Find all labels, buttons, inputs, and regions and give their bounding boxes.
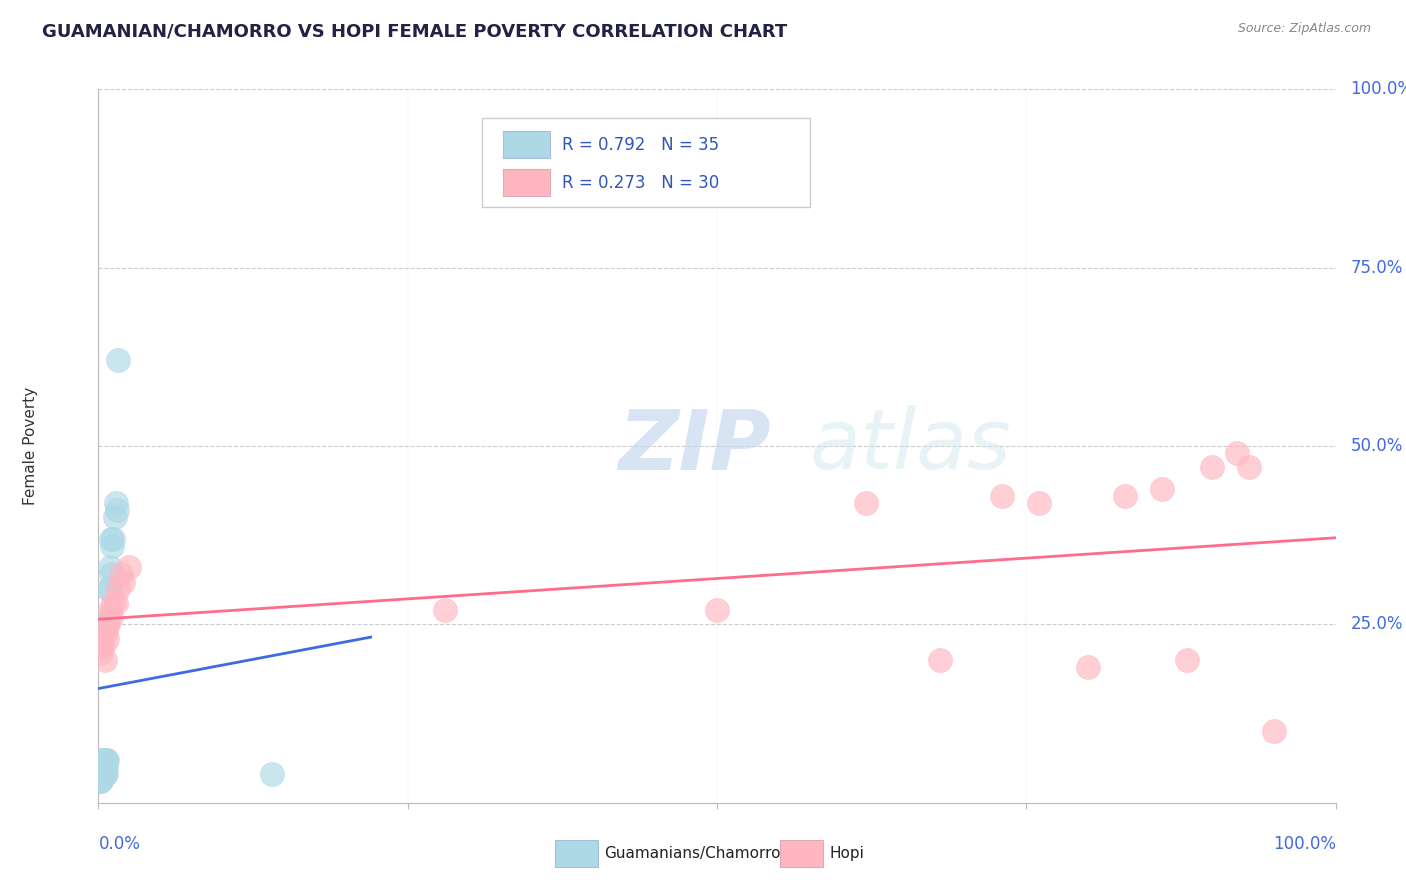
Point [118, 560, 141, 574]
Point [91, 753, 114, 767]
Point [1077, 660, 1099, 674]
Point [1263, 724, 1285, 739]
Point [1114, 489, 1136, 503]
Point [90, 646, 112, 660]
Point [93, 760, 115, 774]
Text: atlas: atlas [810, 406, 1011, 486]
Text: 100.0%: 100.0% [1351, 80, 1406, 98]
Text: Source: ZipAtlas.com: Source: ZipAtlas.com [1237, 22, 1371, 36]
Bar [503, 169, 550, 196]
Text: Hopi: Hopi [830, 847, 865, 861]
Point [91, 767, 114, 781]
Point [101, 539, 124, 553]
Point [100, 567, 122, 582]
Point [112, 574, 135, 589]
Point [91, 760, 114, 774]
Text: 100.0%: 100.0% [1272, 835, 1336, 853]
Point [103, 532, 125, 546]
Point [107, 353, 129, 368]
Point [93, 753, 115, 767]
Point [100, 610, 122, 624]
Point [93, 639, 115, 653]
Text: 0.0%: 0.0% [98, 835, 141, 853]
Point [90, 760, 112, 774]
Point [97, 610, 120, 624]
Point [89, 760, 111, 774]
Point [93, 753, 115, 767]
Point [1226, 446, 1249, 460]
Text: Guamanians/Chamorros: Guamanians/Chamorros [605, 847, 789, 861]
Text: Female Poverty: Female Poverty [22, 387, 38, 505]
Point [96, 753, 118, 767]
Point [1237, 460, 1260, 475]
Point [104, 596, 127, 610]
Point [104, 496, 127, 510]
Point [706, 603, 728, 617]
Point [98, 560, 121, 574]
Point [433, 603, 456, 617]
Point [93, 767, 115, 781]
Point [96, 632, 118, 646]
Text: GUAMANIAN/CHAMORRO VS HOPI FEMALE POVERTY CORRELATION CHART: GUAMANIAN/CHAMORRO VS HOPI FEMALE POVERT… [42, 22, 787, 40]
Point [107, 582, 129, 596]
Point [87, 774, 110, 789]
Point [94, 753, 117, 767]
Point [97, 582, 120, 596]
Point [89, 767, 111, 781]
Point [260, 767, 283, 781]
Point [89, 774, 111, 789]
Point [990, 489, 1012, 503]
Point [103, 596, 125, 610]
Text: 75.0%: 75.0% [1351, 259, 1403, 277]
Point [1152, 482, 1174, 496]
Point [110, 567, 132, 582]
Point [90, 767, 112, 781]
Point [93, 767, 115, 781]
Point [87, 767, 110, 781]
Point [94, 767, 117, 781]
Point [103, 510, 125, 524]
Point [91, 632, 114, 646]
Point [1028, 496, 1050, 510]
Point [98, 603, 121, 617]
Bar [503, 131, 550, 159]
Point [93, 760, 115, 774]
Point [90, 774, 112, 789]
Point [105, 503, 128, 517]
Point [928, 653, 950, 667]
Point [94, 760, 117, 774]
FancyBboxPatch shape [482, 118, 810, 207]
Point [1175, 653, 1198, 667]
Text: R = 0.273   N = 30: R = 0.273 N = 30 [562, 174, 720, 192]
Point [100, 532, 122, 546]
Text: 25.0%: 25.0% [1351, 615, 1403, 633]
Point [97, 617, 120, 632]
Text: R = 0.792   N = 35: R = 0.792 N = 35 [562, 136, 720, 153]
Text: 50.0%: 50.0% [1351, 437, 1403, 455]
Point [89, 639, 111, 653]
Point [94, 624, 117, 639]
Point [96, 617, 118, 632]
Text: ZIP: ZIP [619, 406, 770, 486]
Point [98, 582, 121, 596]
Point [1201, 460, 1223, 475]
Point [855, 496, 877, 510]
Point [93, 653, 115, 667]
